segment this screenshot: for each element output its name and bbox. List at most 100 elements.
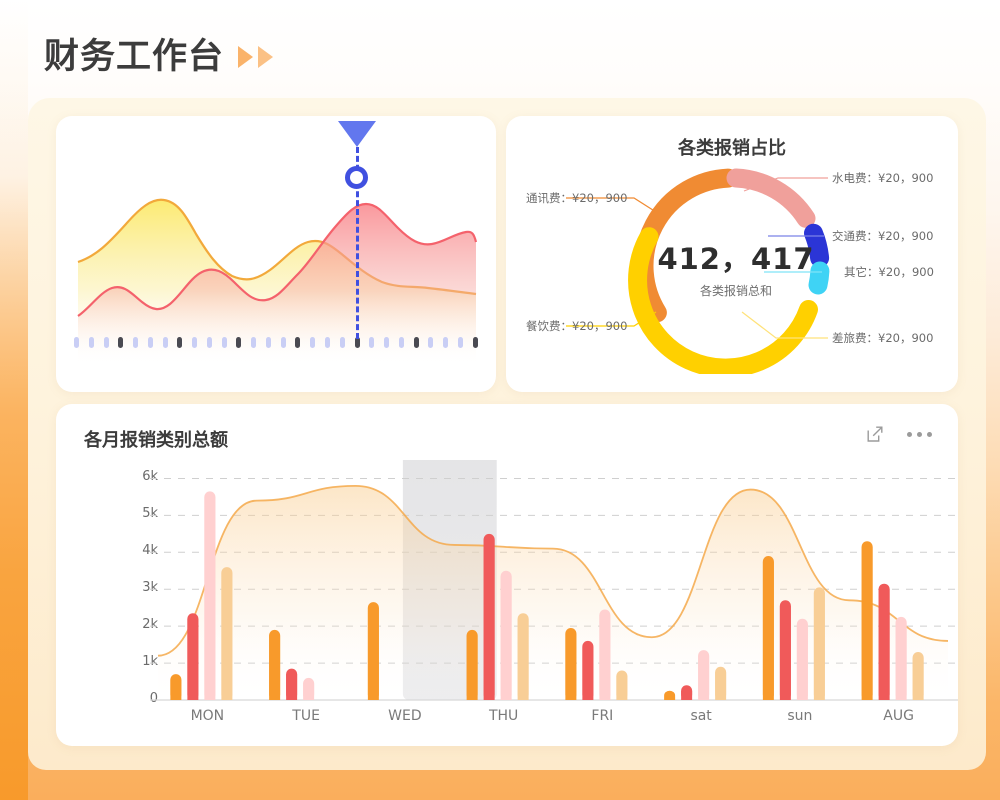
- area-chart-tick: [354, 336, 360, 348]
- x-axis-tick-label: FRI: [591, 708, 614, 724]
- donut-chart-svg[interactable]: [614, 158, 850, 374]
- bar-chart-card: 各月报销类别总额 0 1k 2k 3k 4k 5k 6k: [56, 404, 958, 746]
- donut-total-value: 412，417: [657, 242, 815, 276]
- bar-base: [269, 635, 281, 700]
- play-triangle-icon: [238, 45, 254, 68]
- bar-base: [762, 561, 774, 700]
- area-chart-tick: [103, 336, 109, 348]
- y-axis-tick-label: 2k: [142, 617, 158, 633]
- bar-base: [204, 496, 216, 700]
- bar-base: [286, 674, 298, 700]
- page-header: 财务工作台: [44, 28, 274, 79]
- donut-chart-card: 各类报销占比 412，417 各类报销总和: [506, 116, 958, 392]
- play-arrows-group[interactable]: [238, 45, 274, 68]
- bar-base: [500, 576, 512, 700]
- area-chart-tick: [206, 336, 212, 348]
- area-chart-tick: [236, 336, 242, 348]
- area-chart-tick: [280, 336, 286, 348]
- y-axis-tick-label: 3k: [142, 580, 158, 596]
- bar-base: [466, 635, 478, 700]
- area-chart-card: [56, 116, 496, 392]
- bar-base: [878, 589, 890, 700]
- area-chart-tick: [88, 336, 94, 348]
- bar-base: [664, 696, 676, 700]
- area-chart-svg[interactable]: [56, 116, 496, 392]
- area-chart-tick: [443, 336, 449, 348]
- x-axis-tick-label: MON: [190, 708, 225, 724]
- y-axis-tick-label: 0: [149, 691, 158, 706]
- area-chart-tick: [162, 336, 168, 348]
- bar-chart-title: 各月报销类别总额: [84, 430, 228, 451]
- donut-segment-water-electric[interactable]: [726, 168, 816, 228]
- area-chart-tick: [325, 336, 331, 348]
- bar-base: [779, 605, 791, 700]
- bar-base: [517, 618, 529, 700]
- area-chart-tick: [192, 336, 198, 348]
- bar-base: [303, 683, 315, 700]
- red-area-line: [77, 202, 478, 317]
- bar-chart-actions: [865, 424, 932, 444]
- donut-chart-title: 各类报销占比: [678, 138, 786, 159]
- area-chart-tick: [384, 336, 390, 348]
- trend-area-line: [157, 484, 949, 657]
- donut-center-text: 412，417 各类报销总和: [646, 236, 826, 299]
- bar-base: [170, 679, 182, 700]
- bar-base: [715, 672, 727, 700]
- bar-base: [796, 624, 808, 700]
- area-chart-tick: [398, 336, 404, 348]
- donut-segment-travel-dining[interactable]: [628, 227, 818, 374]
- area-chart-tick: [265, 336, 271, 348]
- more-options-icon[interactable]: [907, 431, 932, 437]
- area-chart-tick: [74, 336, 79, 348]
- area-chart-tick: [339, 336, 345, 348]
- y-axis-tick-label: 4k: [142, 543, 158, 559]
- x-axis-tick-label: sat: [690, 708, 712, 724]
- bar-base: [187, 618, 199, 700]
- donut-segment-other[interactable]: [808, 261, 830, 295]
- page-title: 财务工作台: [44, 37, 225, 77]
- bar-base: [912, 657, 924, 700]
- area-chart-tick: [221, 336, 227, 348]
- donut-segment-transport[interactable]: [804, 223, 830, 268]
- bar-base: [599, 615, 611, 700]
- bar-chart-svg[interactable]: [56, 460, 958, 710]
- donut-leader-lines: [566, 177, 828, 339]
- area-chart-tick: [118, 336, 124, 348]
- donut-label-communication: 通讯费：¥20，900: [526, 191, 628, 205]
- x-axis-tick-label: AUG: [883, 708, 914, 724]
- area-chart-tick: [310, 336, 316, 348]
- bar-base: [698, 655, 710, 700]
- area-chart-tick-row: [74, 336, 478, 348]
- bar-base: [367, 607, 379, 700]
- red-area-fill: [78, 204, 476, 362]
- y-axis-tick-label: 5k: [142, 506, 158, 522]
- bar-base: [483, 539, 495, 700]
- bar-base: [681, 690, 693, 700]
- bar-base: [221, 572, 233, 700]
- bar-base: [582, 646, 594, 700]
- trend-area-fill: [158, 485, 948, 700]
- bar-chart-y-axis: 0 1k 2k 3k 4k 5k 6k: [114, 460, 158, 706]
- area-chart-tick: [428, 336, 434, 348]
- share-external-link-icon[interactable]: [865, 424, 885, 444]
- donut-label-dining: 餐饮费：¥20，900: [526, 319, 628, 333]
- play-triangle-icon: [258, 45, 274, 68]
- area-chart-tick: [472, 336, 478, 348]
- bar-base: [813, 592, 825, 700]
- bar-base: [861, 546, 873, 700]
- area-chart-tick: [251, 336, 257, 348]
- x-axis-tick-label: WED: [388, 708, 422, 724]
- x-axis-tick-label: TUE: [292, 708, 320, 724]
- donut-label-other: 其它：¥20，900: [844, 265, 934, 279]
- donut-total-label: 各类报销总和: [699, 284, 772, 298]
- area-chart-tick: [413, 336, 419, 348]
- bar-base: [565, 633, 577, 700]
- bar-base: [895, 622, 907, 700]
- dashboard-container: 各类报销占比 412，417 各类报销总和: [28, 98, 986, 770]
- donut-label-travel: 差旅费：¥20，900: [832, 331, 934, 345]
- area-chart-tick: [177, 336, 183, 348]
- area-chart-tick: [457, 336, 463, 348]
- bar-chart-x-axis: MON TUE WED THU FRI sat sun AUG: [158, 708, 948, 724]
- area-chart-tick: [369, 336, 375, 348]
